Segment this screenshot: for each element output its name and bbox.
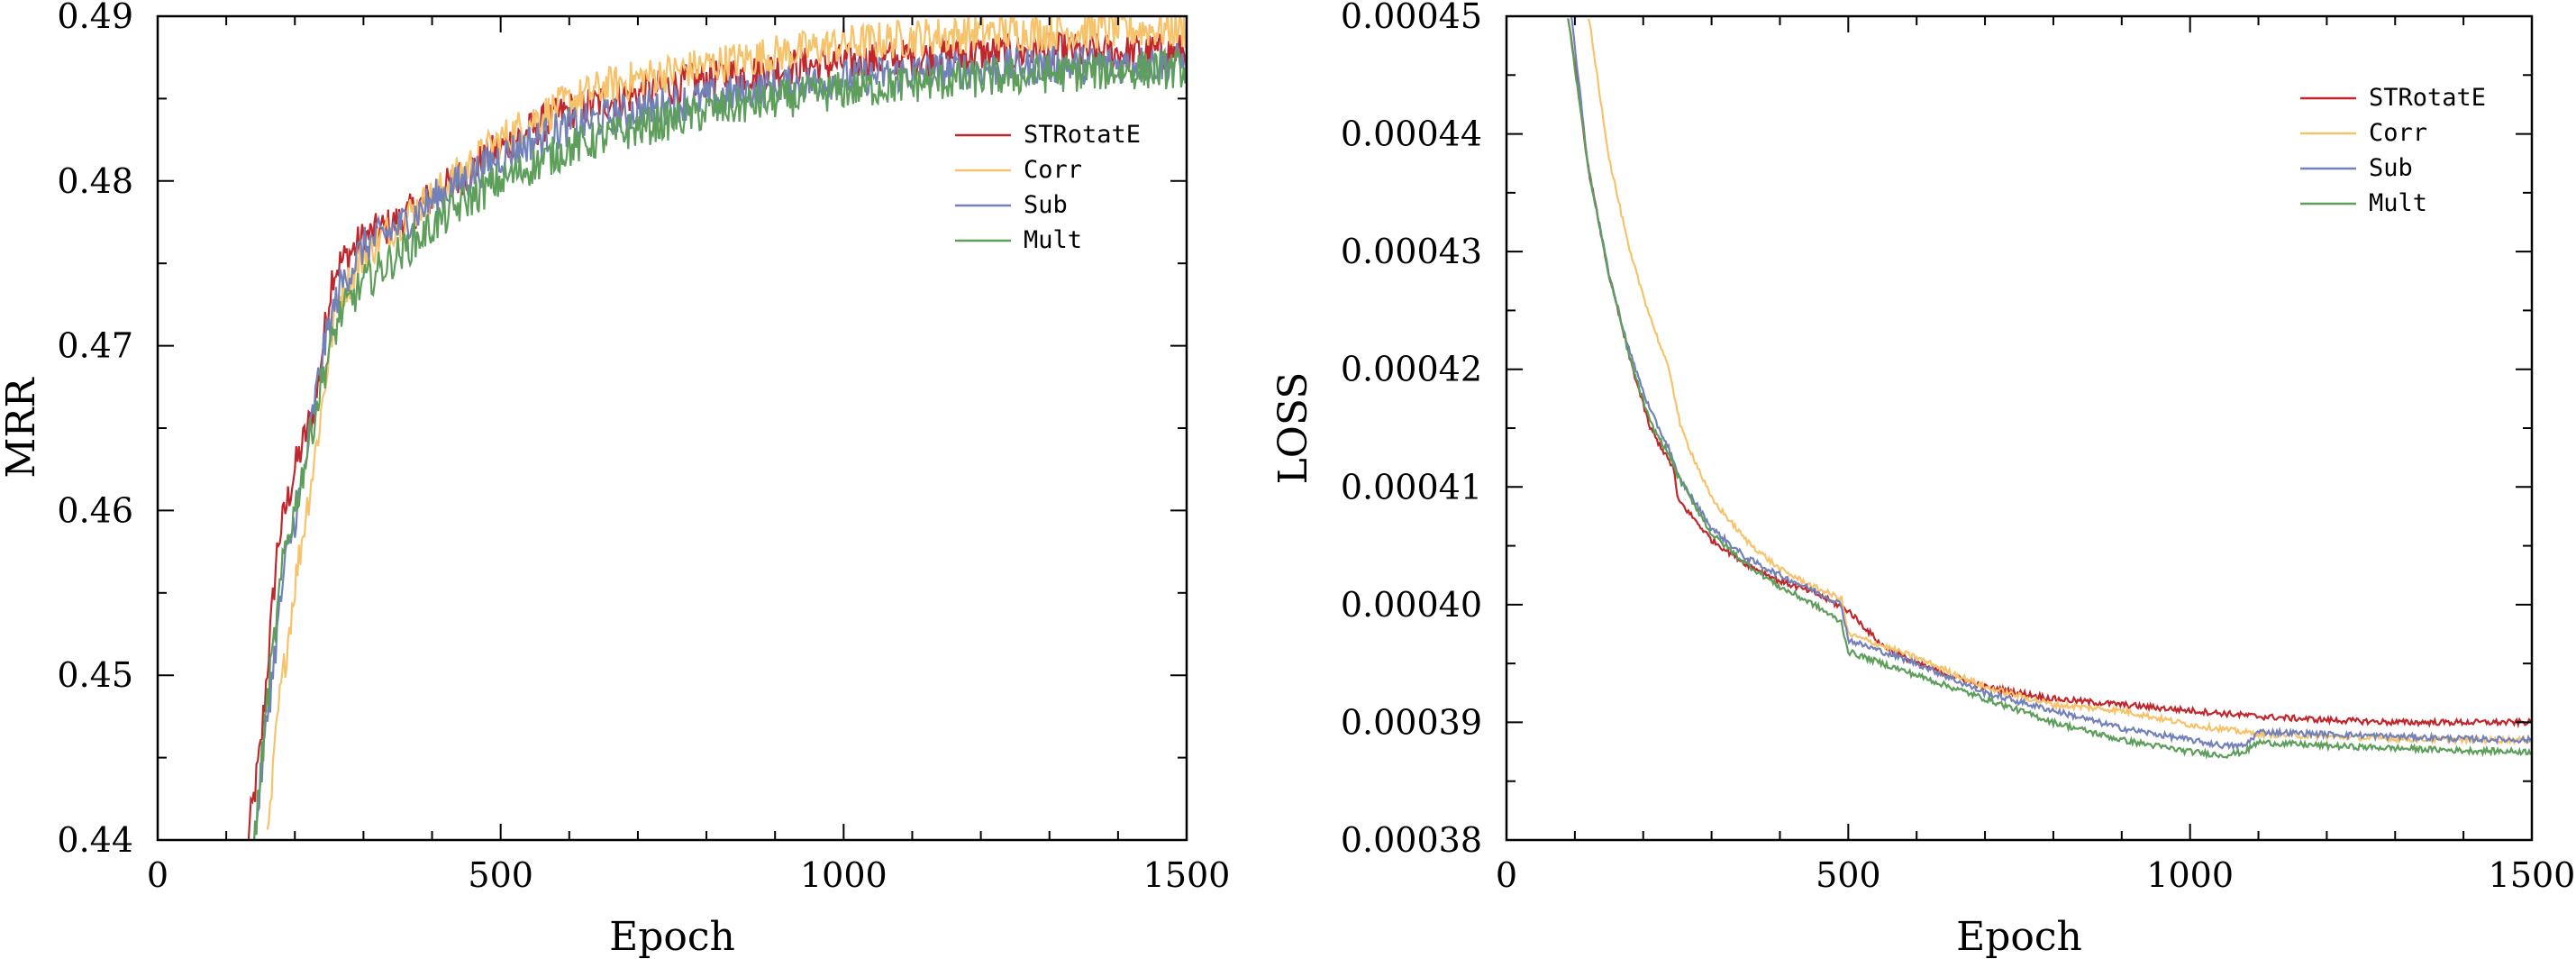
y-tick-label: 0.00045 — [1341, 0, 1482, 36]
y-tick-label: 0.00040 — [1341, 585, 1482, 625]
legend-label: Sub — [2369, 154, 2413, 182]
legend-label: Sub — [1024, 191, 1068, 219]
series-group — [1567, 17, 2532, 760]
series-line-strotate — [247, 31, 1187, 840]
y-tick-label: 0.00039 — [1341, 702, 1482, 742]
legend: STRotatE Corr Sub Mult — [2300, 84, 2486, 217]
x-tick-label: 0 — [147, 855, 168, 895]
y-tick-label: 0.00043 — [1341, 232, 1482, 271]
x-axis-title: Epoch — [609, 914, 735, 960]
legend-label: STRotatE — [2369, 84, 2486, 112]
y-tick-label: 0.44 — [57, 820, 133, 860]
x-tick-label: 500 — [468, 855, 533, 895]
y-tick-label: 0.00038 — [1341, 820, 1482, 860]
series-line-mult — [253, 47, 1187, 840]
legend-label: Corr — [1024, 156, 1082, 184]
legend-label: Mult — [1024, 226, 1082, 254]
legend-label: STRotatE — [1024, 121, 1141, 149]
x-tick-label: 0 — [1496, 855, 1517, 895]
y-axis-title: LOSS — [1270, 372, 1316, 485]
y-tick-label: 0.47 — [57, 326, 133, 366]
y-tick-label: 0.46 — [57, 490, 133, 530]
series-line-mult — [1567, 18, 2532, 760]
mrr-chart-panel: 0 500 1000 1500 0.44 0.45 0.46 0.47 0.48 0.49 Epoc… — [0, 0, 1230, 960]
legend: STRotatE Corr Sub Mult — [955, 121, 1141, 254]
x-tick-label: 1000 — [800, 855, 887, 895]
y-tick-label: 0.00042 — [1341, 350, 1482, 389]
series-line-sub — [1570, 17, 2532, 752]
x-tick-label: 1500 — [2489, 855, 2576, 895]
series-line-strotate — [1567, 18, 2532, 729]
y-tick-label: 0.45 — [57, 655, 133, 695]
y-tick-label: 0.49 — [57, 0, 133, 36]
x-axis-title: Epoch — [1956, 914, 2082, 960]
y-tick-label: 0.00044 — [1341, 114, 1482, 154]
series-group — [247, 16, 1187, 840]
y-tick-label: 0.00041 — [1341, 467, 1482, 507]
legend-label: Mult — [2369, 189, 2427, 217]
loss-chart-panel: 0 500 1000 1500 0.00038 0.00039 0.00040 0.00041… — [1270, 0, 2575, 960]
x-tick-label: 1000 — [2146, 855, 2234, 895]
series-line-corr — [266, 16, 1187, 830]
x-tick-label: 1500 — [1143, 855, 1231, 895]
x-tick-label: 500 — [1816, 855, 1881, 895]
y-axis-title: MRR — [0, 376, 44, 478]
y-tick-label: 0.48 — [57, 161, 133, 201]
legend-label: Corr — [2369, 119, 2427, 147]
